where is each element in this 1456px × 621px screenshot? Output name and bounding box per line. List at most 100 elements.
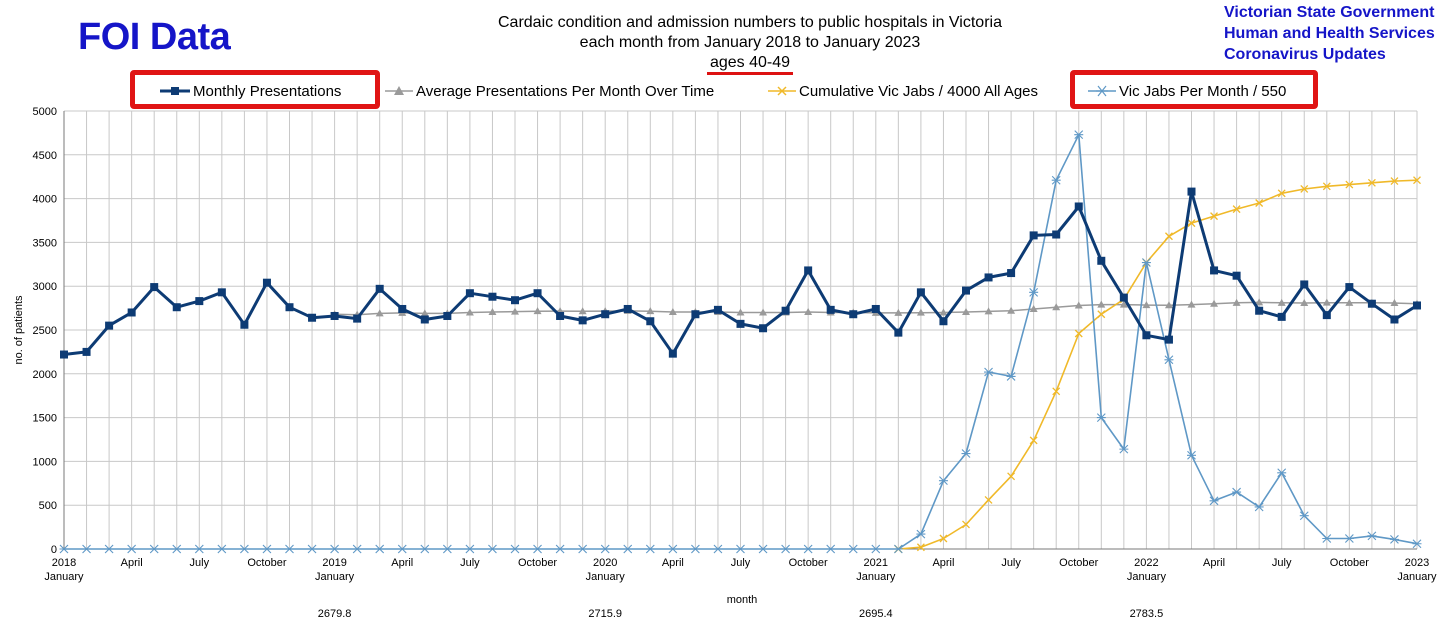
data-point-monthly-presentations [60,350,68,359]
legend-marker-average-icon [385,86,413,95]
data-point-monthly-presentations [105,321,114,330]
data-point-jabs-per-month [893,544,903,554]
data-point-jabs-per-month [442,544,452,554]
x-axis-label: month [727,594,758,606]
series-cumulative-jabs [894,176,1421,553]
data-point-monthly-presentations [668,349,677,358]
x-tick-label: 2018 [52,557,76,569]
data-point-jabs-per-month [1074,130,1084,140]
data-point-average-presentations [1187,300,1196,308]
data-point-jabs-per-month [1006,372,1016,381]
x-tick-label: October [518,557,557,569]
series-monthly-presentations [60,187,1421,359]
data-point-cumulative-jabs [1187,219,1196,228]
y-tick-label: 1000 [33,456,57,468]
data-point-average-presentations [578,307,587,315]
data-point-monthly-presentations [1097,256,1106,265]
x-tick-label: July [1272,557,1292,569]
data-point-jabs-per-month [104,544,114,554]
data-point-cumulative-jabs [1052,387,1061,396]
data-point-jabs-per-month [1119,444,1129,454]
data-point-monthly-presentations [308,313,317,322]
chart-title-line-2: each month from January 2018 to January … [579,34,921,51]
data-point-jabs-per-month [149,544,159,554]
data-point-average-presentations [511,307,519,315]
data-point-average-presentations [668,308,677,316]
legend-item-monthly-presentations: Monthly Presentations [160,80,341,102]
average-annotation: 2715.9 [588,608,622,620]
data-point-average-presentations [533,307,542,315]
data-point-jabs-per-month [59,544,69,554]
data-point-monthly-presentations [984,273,993,282]
x-tick-label-year-month: January [1397,571,1437,583]
data-point-average-presentations [465,308,474,316]
data-point-cumulative-jabs [1277,189,1286,198]
brand-label: FOI Data [78,16,231,58]
data-point-jabs-per-month [487,544,497,554]
data-point-jabs-per-month [1412,539,1422,549]
data-point-jabs-per-month [803,544,813,554]
data-point-jabs-per-month [127,544,137,554]
chart-subtitle: ages 40-49 [706,54,794,75]
data-point-monthly-presentations [713,305,722,314]
data-point-cumulative-jabs [1074,329,1083,338]
data-point-jabs-per-month [1051,175,1061,185]
data-point-monthly-presentations [623,304,632,313]
data-point-jabs-per-month [690,544,700,554]
data-point-jabs-per-month [555,544,565,554]
data-point-monthly-presentations [736,319,745,328]
data-point-average-presentations [1007,306,1016,314]
data-point-average-presentations [488,308,497,316]
data-point-monthly-presentations [1367,299,1376,308]
x-tick-labels: 2018 January April July October 2019 January Ap… [44,557,1437,583]
data-point-monthly-presentations [646,317,655,326]
legend-marker-monthly-icon [160,87,190,95]
data-point-monthly-presentations [1074,202,1083,211]
data-point-jabs-per-month [172,544,182,554]
data-point-jabs-per-month [984,367,994,377]
average-annotation: 2679.8 [318,608,352,620]
series-line-cumulative-jabs [898,179,1418,550]
data-point-monthly-presentations [962,286,970,295]
data-point-average-presentations [1142,301,1151,309]
data-point-monthly-presentations [375,284,384,293]
average-annotation: 2783.5 [1130,608,1164,620]
y-tick-labels: 0 500 1000 1500 2000 2500 3000 3500 4000 4500 5000 [33,106,57,556]
data-point-jabs-per-month [285,544,294,554]
data-point-jabs-per-month [600,544,610,554]
y-tick-label: 5000 [33,106,57,118]
data-point-monthly-presentations [578,316,587,325]
data-point-monthly-presentations [1029,231,1038,240]
x-tick-label: April [121,557,143,569]
data-point-jabs-per-month [239,544,249,554]
x-tick-label: April [662,557,684,569]
data-point-monthly-presentations [398,304,407,313]
data-point-monthly-presentations [556,311,565,320]
data-point-jabs-per-month [623,544,633,554]
chart-title: Cardaic condition and admission numbers … [420,13,1080,75]
data-point-monthly-presentations [1142,331,1151,340]
data-point-average-presentations [1322,298,1331,306]
data-point-jabs-per-month [352,544,362,554]
legend-label-average-presentations: Average Presentations Per Month Over Tim… [416,82,715,100]
y-tick-label: 500 [39,500,57,512]
legend-item-cumulative-jabs: Cumulative Vic Jabs / 4000 All Ages [768,80,1038,102]
x-tick-label: 2021 [864,557,888,569]
data-point-jabs-per-month [916,529,926,539]
x-tick-label: 2020 [593,557,617,569]
data-point-monthly-presentations [82,347,91,356]
data-point-average-presentations [916,308,925,316]
data-point-jabs-per-month [1389,534,1399,544]
x-tick-label: April [1203,557,1225,569]
data-point-average-presentations [939,308,948,316]
y-tick-label: 0 [51,544,57,556]
data-point-average-presentations [420,309,429,317]
data-point-average-presentations [962,308,970,316]
data-point-monthly-presentations [939,317,948,326]
x-tick-label: 2022 [1134,557,1158,569]
data-point-monthly-presentations [1119,293,1128,302]
data-point-jabs-per-month [217,544,227,554]
data-point-cumulative-jabs [1390,177,1399,186]
x-tick-label: 2019 [322,557,346,569]
